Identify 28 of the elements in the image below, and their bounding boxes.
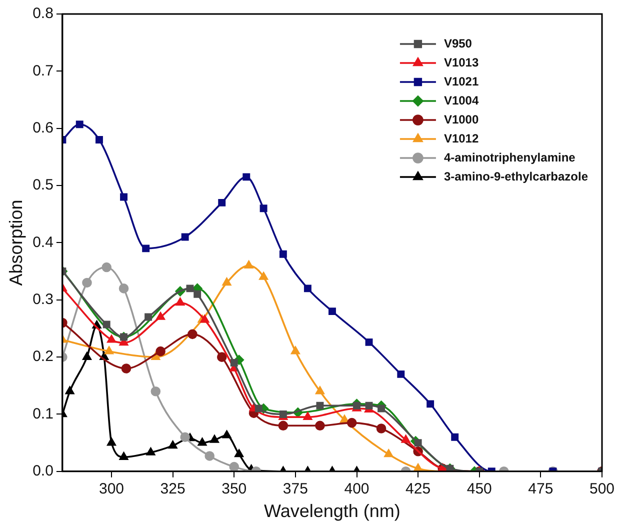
legend-label: V950 [444,36,472,50]
x-tick-label: 400 [344,480,370,498]
y-axis-title: Absorption [6,200,26,286]
x-tick-label: 500 [589,480,615,498]
x-tick-label: 450 [466,480,492,498]
x-axis-title: Wavelength (nm) [264,501,400,522]
legend-label: V1012 [444,131,479,146]
legend-label: V1021 [444,74,479,88]
y-tick-label: 0.7 [32,62,54,80]
legend-label: 4-aminotriphenylamine [444,150,576,164]
legend-label: V1013 [444,55,479,70]
y-tick-label: 0.1 [32,405,54,422]
x-tick-label: 350 [222,480,247,498]
y-tick-label: 0.0 [32,462,54,480]
y-tick-label: 0.3 [32,291,54,308]
y-tick-label: 0.5 [32,176,54,194]
x-tick-label: 375 [282,480,308,498]
legend-label: V1000 [444,112,479,126]
x-tick-label: 475 [528,480,554,498]
x-tick-label: 300 [98,480,124,498]
legend-label: V1004 [444,93,479,108]
y-tick-label: 0.2 [32,348,54,366]
x-tick-label: 325 [160,480,186,498]
y-tick-label: 0.8 [32,5,54,22]
y-tick-label: 0.4 [32,234,54,251]
x-tick-label: 425 [406,480,431,498]
legend-label: 3-amino-9-ethylcarbazole [444,169,588,184]
y-tick-label: 0.6 [32,119,54,136]
